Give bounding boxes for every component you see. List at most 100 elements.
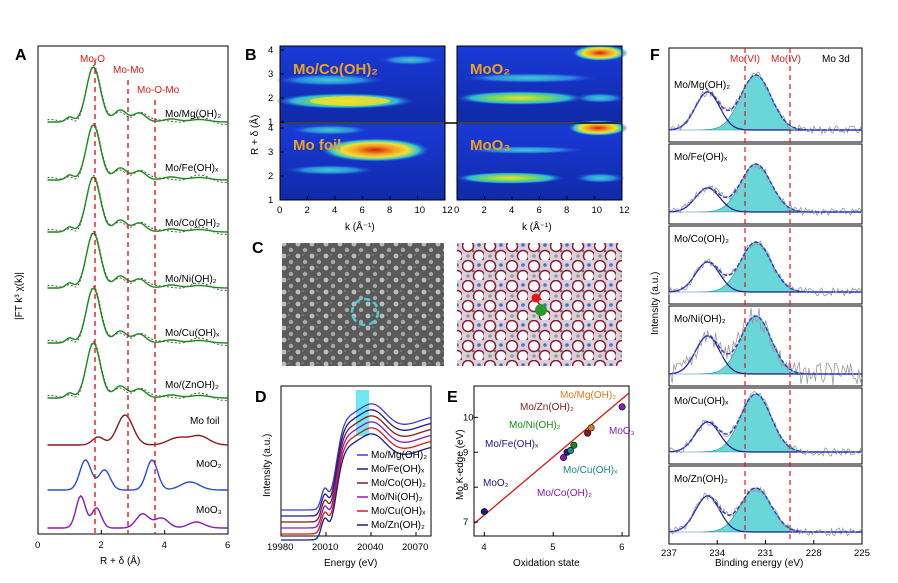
f-subpanel-frame bbox=[668, 387, 863, 465]
panel-a: A Mo/Mg(OH)₂ Mo/Fe(OH)ₓ Mo/Co(OH)₂ Mo/Ni(OH… bbox=[14, 45, 230, 567]
panel-f-spectra: Mo/Mg(OH)₂ Mo/Fe(OH)ₓ Mo/Co(OH)₂ Mo/Ni(OH)₂… bbox=[668, 47, 863, 545]
label-mo-zn: Mo/Zn(OH)₂ bbox=[520, 402, 574, 413]
f-fit-envelope bbox=[668, 393, 862, 453]
b-xtick-label: 4 bbox=[332, 205, 337, 216]
label-mo-co: Mo/Co(OH)₂ bbox=[537, 488, 592, 499]
d-curve bbox=[281, 403, 432, 511]
f-xtick-label: 237 bbox=[661, 548, 677, 559]
e-ytick-label: 7 bbox=[463, 517, 468, 528]
f-sample-label: Mo/Zn(OH)₂ bbox=[674, 474, 728, 485]
b-xtick-label: 6 bbox=[537, 205, 542, 216]
map-moo2: MoO₂ bbox=[455, 45, 628, 122]
a-sample-label: Mo foil bbox=[190, 416, 219, 427]
b-xtick-label: 2 bbox=[482, 205, 487, 216]
f-raw-data bbox=[668, 308, 863, 386]
mo-vi-label: Mo(VI) bbox=[730, 54, 760, 65]
d-xtick-label: 20010 bbox=[312, 542, 338, 553]
a-curve bbox=[47, 459, 228, 491]
f-fit-envelope bbox=[668, 315, 862, 375]
panel-d-legend: Mo/Mg(OH)₂ Mo/Fe(OH)ₓ Mo/Co(OH)₂ Mo/Ni(OH)₂… bbox=[357, 450, 427, 531]
b-xtick-label: 0 bbox=[454, 205, 459, 216]
mo-iv-label: Mo(IV) bbox=[771, 54, 801, 65]
panel-e-xlabel: Oxidation state bbox=[513, 558, 580, 569]
panel-a-ylabel: |FT k³ χ(k)| bbox=[14, 272, 25, 320]
panel-b-ylabel: R + δ (Å) bbox=[248, 115, 261, 155]
f-sample-label: Mo/Cu(OH)ₓ bbox=[674, 396, 729, 407]
b-xtick-label: 10 bbox=[415, 205, 426, 216]
model-green-atom bbox=[535, 304, 547, 316]
panel-a-xticks: 0 2 4 6 bbox=[35, 530, 230, 551]
map-title-mo-co: Mo/Co(OH)₂ bbox=[293, 61, 378, 78]
label-mo-cu: Mo/Cu(OH)ₓ bbox=[563, 465, 618, 476]
e-ytick-label: 9 bbox=[463, 447, 468, 458]
panel-a-frame bbox=[37, 45, 229, 535]
panel-e-frame bbox=[473, 385, 630, 537]
panel-e-ticks: 4 5 6 7 8 9 10 bbox=[463, 412, 624, 553]
panel-a-xlabel: R + δ (Å) bbox=[100, 554, 140, 567]
panel-d-curves bbox=[281, 403, 432, 541]
b-xtick-label: 12 bbox=[619, 205, 630, 216]
panel-b: B Mo/Co(OH)₂ MoO₂ Mo foil bbox=[245, 45, 630, 233]
b-ytick-label: 3 bbox=[268, 69, 273, 80]
f-fit-envelope bbox=[668, 163, 862, 213]
panel-b-label: B bbox=[245, 47, 257, 64]
f-xtick-label: 225 bbox=[854, 548, 870, 559]
e-point bbox=[480, 508, 488, 516]
a-curve bbox=[47, 414, 229, 446]
label-mo-ni: Mo/Ni(OH)₂ bbox=[509, 420, 561, 431]
b-ytick-label: 4 bbox=[268, 123, 273, 134]
panel-d-ylabel: Intensity (a.u.) bbox=[262, 434, 273, 497]
d-xtick-label: 19980 bbox=[267, 542, 293, 553]
map-title-moo3: MoO₃ bbox=[470, 137, 510, 154]
panel-e-ylabel: Mo K-edge (eV) bbox=[455, 429, 466, 500]
map-mo-foil: Mo foil bbox=[280, 124, 445, 200]
panel-d-xlabel: Energy (eV) bbox=[324, 558, 377, 569]
d-legend-label: Mo/Co(OH)₂ bbox=[371, 478, 426, 489]
panel-d-frame bbox=[280, 385, 432, 537]
f-sample-label: Mo/Ni(OH)₂ bbox=[674, 314, 726, 325]
a-curve bbox=[47, 342, 228, 399]
d-legend-label: Mo/Zn(OH)₂ bbox=[371, 520, 425, 531]
mo-o-label: Mo-O bbox=[80, 54, 105, 65]
mo-mo-label: Mo-Mo bbox=[113, 65, 145, 76]
mo-3d-label: Mo 3d bbox=[822, 54, 850, 65]
a-curve bbox=[47, 124, 228, 181]
e-point bbox=[618, 403, 626, 411]
panel-b-xlabel-left: k (Å⁻¹) bbox=[345, 220, 375, 233]
b-xtick-label: 6 bbox=[360, 205, 365, 216]
b-ytick-label: 1 bbox=[268, 117, 273, 128]
f-fit-envelope bbox=[668, 74, 862, 131]
panel-f-ylabel: Intensity (a.u.) bbox=[650, 272, 661, 335]
f-fit-envelope bbox=[668, 487, 862, 533]
f-sample-label: Mo/Fe(OH)ₓ bbox=[674, 152, 728, 163]
stem-highlight-circle bbox=[350, 297, 380, 327]
d-curve bbox=[281, 427, 432, 535]
label-mo-fe: Mo/Fe(OH)ₓ bbox=[485, 439, 539, 450]
panel-f-label: F bbox=[650, 47, 660, 64]
a-curve bbox=[47, 232, 228, 289]
d-curve bbox=[281, 433, 432, 541]
panel-a-curves bbox=[47, 64, 229, 529]
b-ytick-label: 2 bbox=[268, 171, 273, 182]
panel-f-xticks: 237 234 231 228 225 bbox=[661, 540, 870, 559]
e-ytick-label: 8 bbox=[463, 482, 468, 493]
fit-line bbox=[473, 392, 630, 525]
a-sample-label: Mo/Ni(OH)₂ bbox=[165, 274, 217, 285]
panel-f: F Mo/Mg(OH)₂ Mo/Fe(OH)ₓ Mo/Co(OH)₂ Mo/Ni(OH… bbox=[650, 47, 870, 569]
a-sample-label: Mo/(ZnOH)₂ bbox=[165, 380, 219, 391]
d-curve bbox=[281, 415, 432, 523]
a-curve bbox=[47, 176, 228, 233]
a-curve bbox=[47, 66, 228, 123]
f-xtick-label: 231 bbox=[758, 548, 774, 559]
stem-image bbox=[282, 243, 444, 366]
label-mo-mg: Mo/Mg(OH)₂ bbox=[560, 390, 616, 401]
e-point bbox=[566, 447, 574, 455]
e-point bbox=[587, 424, 595, 432]
f-raw-data bbox=[668, 486, 863, 537]
e-xtick-label: 6 bbox=[619, 542, 624, 553]
panel-d: D Mo/Mg(OH)₂ Mo/Fe(OH)ₓ Mo/Co(OH)₂ Mo/Ni(OH… bbox=[255, 385, 432, 569]
a-xtick-label: 6 bbox=[225, 540, 230, 551]
e-point bbox=[570, 441, 578, 449]
